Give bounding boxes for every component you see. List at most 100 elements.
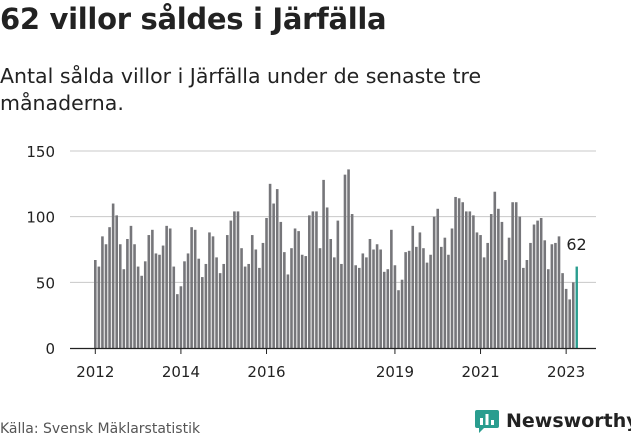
bar [147, 235, 151, 348]
bar [436, 208, 440, 348]
bar [464, 211, 468, 348]
bar [286, 274, 290, 348]
bar [429, 254, 432, 348]
highlight-data-label: 62 [566, 235, 586, 254]
y-tick-label: 100 [26, 209, 55, 227]
bar [225, 235, 229, 348]
bar [115, 215, 119, 348]
bar [279, 221, 283, 348]
bar [482, 257, 486, 348]
bar [183, 261, 186, 348]
x-tick-label: 2019 [376, 363, 414, 381]
bar [322, 179, 325, 348]
bar [190, 227, 193, 348]
bar [222, 263, 226, 348]
bar [151, 229, 154, 348]
bar [158, 254, 161, 348]
bar [143, 261, 147, 348]
bar [457, 198, 461, 348]
bar [304, 256, 308, 348]
bar [375, 244, 379, 348]
bar [550, 244, 554, 348]
bar [493, 191, 497, 348]
bar [365, 257, 368, 348]
bar [475, 232, 479, 348]
bar [347, 169, 350, 348]
bar [511, 202, 514, 348]
x-tick-label: 2012 [76, 363, 114, 381]
bar [204, 263, 208, 348]
bar [165, 225, 168, 348]
bar [133, 244, 136, 348]
bar [208, 232, 211, 348]
bar [126, 238, 129, 348]
bar [172, 266, 176, 348]
bar [454, 196, 457, 348]
bar [118, 244, 122, 348]
bar [447, 254, 450, 348]
y-tick-label: 0 [45, 340, 55, 358]
bar [101, 236, 104, 348]
bar [379, 249, 382, 348]
bar [489, 214, 493, 348]
bar [439, 246, 443, 348]
bar [176, 294, 179, 348]
bar [500, 221, 504, 348]
bar [539, 217, 543, 348]
bar [543, 240, 547, 348]
bar [354, 265, 357, 348]
bar [418, 232, 422, 348]
bar [197, 258, 201, 348]
bar [404, 252, 407, 348]
bar [390, 229, 393, 348]
bar [250, 235, 254, 348]
bar [382, 271, 386, 348]
bar [461, 202, 465, 348]
y-tick-label: 150 [26, 143, 55, 161]
bar [518, 216, 522, 348]
bar [472, 215, 475, 348]
bar [329, 238, 333, 348]
brand-logo[interactable]: Newsworthy [474, 406, 631, 436]
brand-name: Newsworthy [506, 410, 631, 432]
bar [283, 252, 286, 348]
bar [111, 203, 115, 348]
chart-title: 62 villor såldes i Järfälla [0, 2, 387, 36]
x-tick-label: 2014 [162, 363, 200, 381]
bar [215, 257, 218, 348]
bar [193, 229, 197, 348]
x-tick-label: 2021 [461, 363, 499, 381]
bar [357, 267, 361, 348]
bar [504, 260, 507, 348]
bar [265, 217, 268, 348]
bar [561, 273, 564, 348]
bar [340, 263, 343, 348]
bar [254, 249, 258, 348]
bar [564, 288, 568, 348]
bar [261, 242, 265, 348]
bar [415, 246, 418, 348]
bar [179, 286, 183, 348]
bar [507, 237, 511, 348]
bar [243, 266, 247, 348]
bar [361, 253, 365, 348]
bar [568, 299, 572, 348]
bar [211, 236, 215, 348]
bar [422, 248, 425, 348]
bar [308, 215, 311, 348]
bar [425, 262, 429, 348]
bar [479, 235, 482, 348]
bar [315, 211, 318, 348]
bar [240, 248, 243, 348]
bar [168, 228, 172, 348]
bar [386, 269, 390, 348]
bar [554, 242, 557, 348]
bar [486, 242, 489, 348]
bar [372, 249, 375, 348]
bar [397, 290, 400, 348]
bar [336, 220, 340, 348]
y-tick-label: 50 [36, 274, 55, 292]
bar [268, 183, 272, 348]
bar [104, 244, 108, 348]
bar [547, 269, 550, 348]
